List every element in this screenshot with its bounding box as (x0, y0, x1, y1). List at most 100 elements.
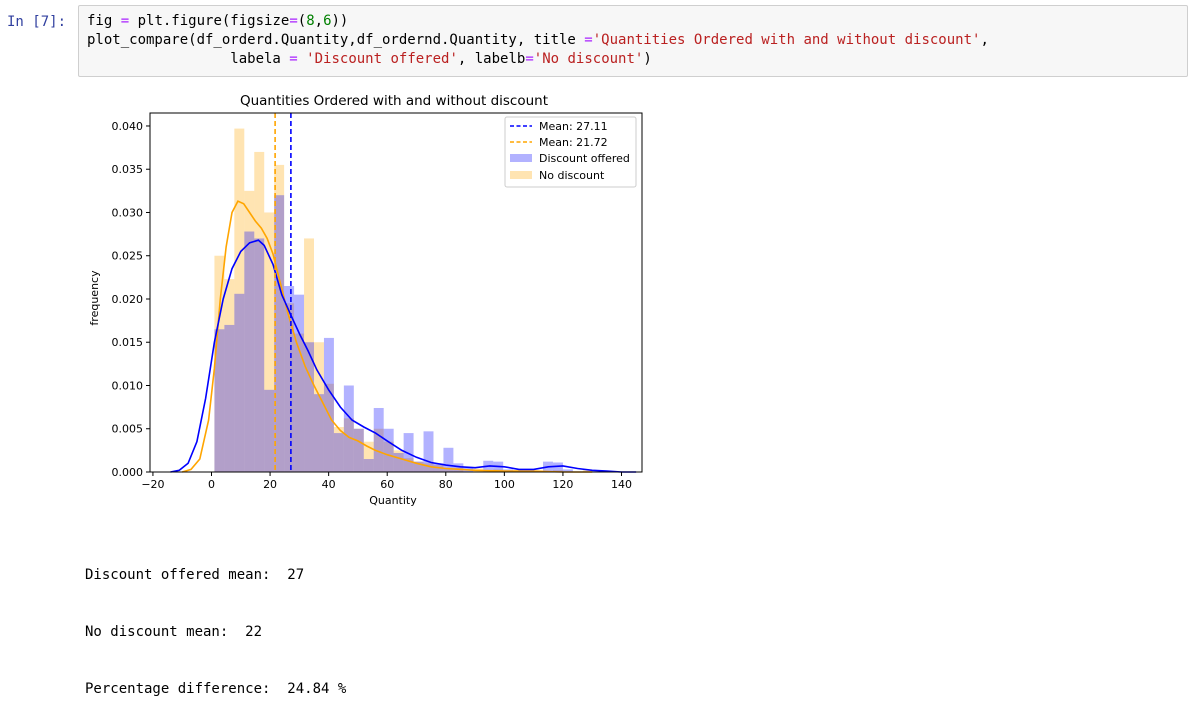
code-text[interactable]: fig = plt.figure(figsize=(8,6)) plot_comp… (87, 12, 989, 69)
discount-hist-bar (314, 394, 324, 472)
nodiscount-hist-bar (284, 303, 295, 472)
discount-hist-bar (453, 463, 464, 472)
percentage-difference-line: Percentage difference: 24.84 % (85, 681, 347, 697)
nodiscount-hist-bar (433, 465, 444, 472)
legend: Mean: 27.11 Mean: 21.72 Discount offered… (504, 116, 637, 188)
discount-hist-bar (234, 293, 245, 472)
code-token: 8 (306, 13, 315, 29)
code-token: = (584, 32, 593, 48)
x-tick-label: 60 (380, 478, 394, 491)
code-token: 6 (323, 13, 332, 29)
nodiscount-hist-bar (304, 238, 314, 472)
input-prompt: In [7]: (7, 14, 67, 30)
code-token (298, 51, 306, 67)
code-line: plot_compare(df_orderd.Quantity,df_order… (87, 31, 989, 50)
code-line: labela = 'Discount offered', labelb='No … (87, 50, 989, 69)
discount-hist-bar (244, 231, 255, 472)
nodiscount-hist-bar (363, 441, 374, 472)
code-token: = (120, 13, 130, 29)
discount-hist-bar (562, 469, 573, 472)
nodiscount-hist-bar (214, 255, 225, 472)
nodiscount-hist-bar (264, 212, 275, 472)
x-axis-label: Quantity (369, 494, 417, 507)
output-text: Discount offered mean: 27 No discount me… (85, 528, 346, 718)
code-token: 'Discount offered' (306, 51, 458, 67)
code-token: ) (643, 51, 652, 67)
y-tick-label: 0.005 (112, 423, 144, 436)
y-tick-label: 0.025 (112, 250, 144, 263)
y-tick-label: 0.035 (112, 163, 144, 176)
code-token: = (289, 51, 298, 67)
discount-hist-bar (423, 431, 434, 472)
discount-hist-bar (393, 452, 404, 472)
x-tick-label: 120 (552, 478, 573, 491)
code-line: fig = plt.figure(figsize=(8,6)) (87, 12, 989, 31)
code-token: , (314, 13, 324, 29)
x-tick-label: 0 (208, 478, 215, 491)
discount-hist-bar (254, 238, 265, 472)
code-token: = (525, 51, 534, 67)
discount-hist-bar (304, 342, 314, 472)
discount-hist-bar (294, 294, 305, 472)
code-token: , (980, 32, 989, 48)
nodiscount-hist-bar (254, 151, 265, 472)
y-tick-label: 0.000 (112, 466, 144, 479)
code-token: fig (87, 13, 121, 29)
nodiscount-hist-bar (234, 128, 245, 472)
discount-hist-bar (224, 324, 235, 472)
nodiscount-hist-bar (582, 470, 593, 472)
nodiscount-hist-bar (393, 450, 404, 472)
legend-label-discount: Discount offered (539, 152, 630, 165)
code-token: 'No discount' (533, 51, 644, 67)
discount-hist-bar (343, 385, 354, 472)
nodiscount-hist-bar (343, 418, 354, 472)
nodiscount-hist-bar (403, 458, 414, 472)
discount-hist-bar (274, 195, 285, 472)
nodiscount-hist-bar (423, 463, 434, 472)
code-cell-editor[interactable]: fig = plt.figure(figsize=(8,6)) plot_comp… (78, 5, 1188, 77)
code-token: plot_compare(df_orderd.Quantity,df_order… (87, 32, 585, 48)
discount-hist-bar (413, 461, 424, 472)
discount-hist-bar (264, 389, 275, 472)
discount-hist-bar (373, 407, 384, 472)
y-tick-label: 0.030 (112, 206, 144, 219)
code-token: labela (87, 51, 290, 67)
discount-hist-bar (552, 462, 563, 472)
code-token: plt.figure(figsize (129, 13, 290, 29)
y-tick-label: 0.010 (112, 379, 144, 392)
y-axis-label: frequency (88, 270, 101, 326)
histogram-chart: Quantities Ordered with and without disc… (88, 93, 643, 507)
legend-box (504, 116, 637, 188)
x-tick-label: 40 (322, 478, 336, 491)
discount-hist-bar (284, 286, 295, 472)
plot-frame (149, 112, 643, 473)
nodiscount-hist-bar (353, 428, 364, 472)
discount-hist-bar (333, 433, 344, 472)
x-tick-label: 80 (439, 478, 453, 491)
discount-hist-bar (403, 433, 414, 472)
code-token: , labelb (457, 51, 526, 67)
chart-title: Quantities Ordered with and without disc… (240, 93, 548, 109)
nodiscount-hist-bar (314, 342, 324, 472)
discount-kde-line (170, 239, 637, 473)
discount-hist-bar (363, 459, 374, 472)
nodiscount-hist-bar (274, 164, 285, 472)
x-tick-label: 140 (611, 478, 632, 491)
nodiscount-hist-bar (244, 190, 255, 473)
y-tick-label: 0.020 (112, 293, 144, 306)
nodiscount-hist-bar (383, 441, 394, 472)
legend-label-discount-mean: Mean: 27.11 (539, 120, 608, 133)
code-token: ( (297, 13, 307, 29)
discount-hist-bar (353, 428, 364, 472)
legend-label-nodiscount-mean: Mean: 21.72 (539, 136, 608, 149)
nodiscount-hist-bar (443, 467, 454, 472)
discount-hist-bar (214, 329, 225, 472)
legend-patch-nodiscount (510, 171, 532, 179)
discount-hist-bar (323, 337, 334, 472)
nodiscount-kde-line (181, 200, 593, 473)
discount-hist-bar (383, 428, 394, 472)
nodiscount-mean-line: No discount mean: 22 (85, 624, 263, 640)
legend-label-nodiscount: No discount (539, 169, 605, 182)
nodiscount-hist-bar (333, 427, 344, 472)
y-tick-label: 0.015 (112, 336, 144, 349)
